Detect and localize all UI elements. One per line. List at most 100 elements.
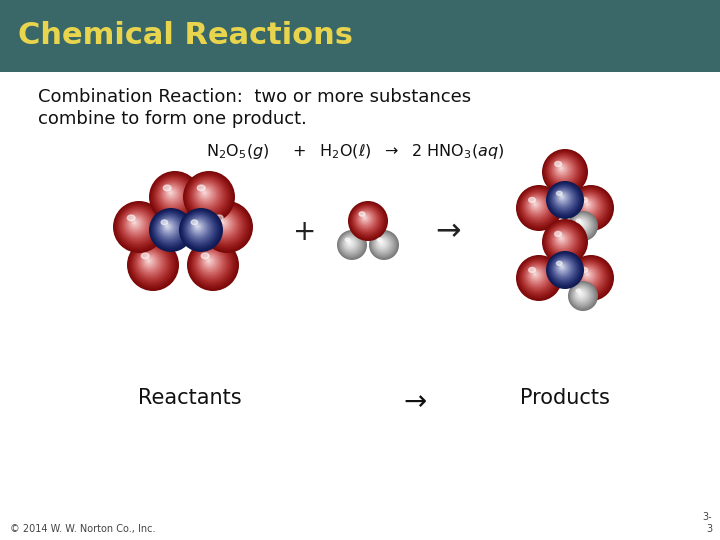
Circle shape — [519, 188, 557, 226]
Circle shape — [575, 262, 603, 291]
Circle shape — [356, 209, 376, 229]
Circle shape — [531, 269, 541, 280]
Circle shape — [526, 266, 547, 286]
Circle shape — [580, 222, 581, 224]
Circle shape — [192, 244, 232, 284]
Circle shape — [160, 219, 177, 236]
Circle shape — [574, 287, 589, 302]
Ellipse shape — [576, 289, 581, 292]
Circle shape — [358, 211, 374, 227]
Circle shape — [338, 231, 366, 259]
Circle shape — [557, 164, 567, 174]
Circle shape — [569, 212, 597, 240]
Circle shape — [571, 258, 609, 296]
Circle shape — [558, 165, 565, 172]
Circle shape — [183, 212, 217, 246]
Circle shape — [351, 204, 384, 237]
Circle shape — [584, 201, 591, 208]
Circle shape — [516, 255, 562, 301]
Circle shape — [543, 220, 587, 264]
Circle shape — [560, 195, 564, 199]
Circle shape — [584, 271, 591, 279]
Circle shape — [341, 233, 362, 255]
Circle shape — [582, 268, 595, 281]
Circle shape — [580, 197, 598, 214]
Circle shape — [544, 221, 585, 262]
Circle shape — [207, 207, 245, 245]
Ellipse shape — [346, 238, 350, 241]
Circle shape — [195, 247, 227, 279]
Circle shape — [153, 212, 187, 246]
Circle shape — [516, 185, 562, 231]
Circle shape — [569, 186, 613, 230]
Circle shape — [577, 291, 584, 297]
Circle shape — [340, 233, 363, 256]
Circle shape — [346, 239, 354, 247]
Text: Reactants: Reactants — [138, 388, 242, 408]
Circle shape — [575, 192, 603, 220]
Ellipse shape — [359, 212, 365, 216]
Circle shape — [524, 264, 550, 289]
Circle shape — [542, 219, 588, 265]
Circle shape — [557, 261, 569, 274]
Circle shape — [158, 180, 187, 210]
Circle shape — [357, 210, 375, 228]
Circle shape — [568, 255, 614, 301]
Circle shape — [204, 256, 213, 266]
Circle shape — [550, 185, 577, 213]
Circle shape — [553, 188, 574, 209]
Circle shape — [548, 253, 582, 287]
Circle shape — [194, 246, 229, 281]
Circle shape — [569, 256, 613, 300]
Circle shape — [182, 211, 219, 248]
Ellipse shape — [576, 219, 581, 222]
Circle shape — [534, 273, 536, 275]
Circle shape — [573, 217, 590, 233]
Circle shape — [147, 259, 150, 262]
Circle shape — [132, 244, 172, 284]
Text: +: + — [293, 218, 317, 246]
Circle shape — [549, 157, 577, 185]
Circle shape — [522, 191, 553, 222]
Circle shape — [156, 178, 191, 213]
Circle shape — [379, 240, 384, 245]
Circle shape — [203, 204, 250, 249]
Circle shape — [346, 240, 354, 246]
Circle shape — [194, 181, 220, 208]
Circle shape — [578, 266, 599, 286]
Circle shape — [546, 181, 584, 219]
Circle shape — [164, 186, 179, 201]
Circle shape — [571, 214, 594, 237]
Circle shape — [131, 219, 140, 227]
Circle shape — [217, 217, 231, 231]
Circle shape — [120, 208, 155, 243]
Circle shape — [198, 249, 224, 275]
Circle shape — [199, 187, 211, 199]
Ellipse shape — [580, 198, 588, 202]
Circle shape — [188, 217, 210, 239]
Circle shape — [135, 247, 167, 279]
Circle shape — [200, 252, 220, 272]
Circle shape — [202, 190, 208, 195]
Circle shape — [546, 153, 582, 189]
Circle shape — [376, 237, 390, 250]
Circle shape — [154, 213, 186, 245]
Circle shape — [575, 219, 588, 230]
Circle shape — [549, 185, 579, 214]
Circle shape — [575, 261, 605, 292]
Circle shape — [573, 260, 606, 293]
Text: →: → — [403, 388, 427, 416]
Circle shape — [140, 252, 161, 272]
Circle shape — [350, 203, 385, 238]
Circle shape — [364, 217, 366, 219]
Circle shape — [348, 201, 388, 241]
Circle shape — [575, 288, 588, 301]
Circle shape — [517, 256, 560, 300]
Circle shape — [342, 235, 360, 253]
Circle shape — [372, 233, 395, 256]
Circle shape — [202, 254, 217, 269]
Circle shape — [568, 281, 598, 311]
Circle shape — [379, 240, 385, 246]
Circle shape — [139, 251, 162, 274]
Circle shape — [554, 259, 573, 278]
